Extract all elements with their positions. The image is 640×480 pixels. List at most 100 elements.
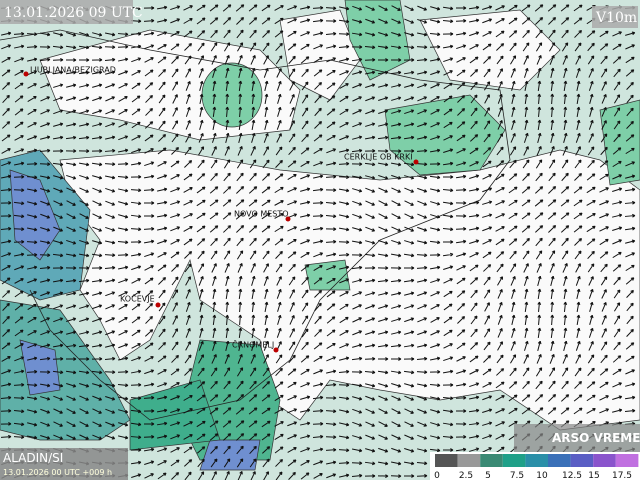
wind-arrow [13,435,25,440]
wind-arrow [300,226,311,231]
wind-arrow [535,237,543,247]
wind-arrow [576,106,581,118]
wind-arrow [105,187,116,193]
wind-arrow [248,420,258,428]
wind-arrow [561,367,569,377]
wind-arrow [14,135,24,141]
wind-arrow [469,369,479,375]
wind-arrow [223,394,232,402]
wind-arrow [301,302,309,312]
wind-arrow [365,187,376,193]
wind-arrow [339,214,350,219]
wind-arrow [251,67,256,78]
wind-arrow [199,314,204,325]
wind-arrow [455,214,467,218]
wind-arrow [156,213,168,218]
wind-arrow [442,422,454,427]
wind-arrow [0,409,12,413]
wind-arrow [338,161,350,166]
wind-arrow [455,382,467,387]
wind-arrow [613,276,621,286]
wind-arrow [210,367,218,377]
wind-arrow [13,409,25,414]
wind-arrow [365,408,375,414]
wind-arrow [157,460,167,466]
wind-arrow [470,315,478,325]
wind-arrow [196,433,206,441]
wind-arrow [66,304,77,309]
wind-arrow [573,212,583,220]
wind-arrow [511,119,516,130]
wind-arrow [574,250,582,260]
wind-arrow [352,278,363,283]
wind-arrow [171,354,179,363]
wind-arrow [456,69,466,77]
wind-arrow [1,174,12,179]
wind-arrow [600,354,608,364]
wind-arrow [403,370,415,375]
wind-arrow [377,266,389,270]
wind-arrow [118,227,129,232]
wind-arrow [92,383,103,388]
wind-arrow [391,18,401,24]
wind-arrow [235,199,245,207]
wind-arrow [391,291,402,296]
wind-arrow [365,200,375,206]
wind-arrow [275,55,283,65]
wind-arrow [92,317,103,323]
wind-arrow [300,408,311,413]
wind-arrow [157,226,168,231]
wind-arrow [196,4,206,12]
wind-arrow [92,421,102,427]
wind-arrow [524,106,529,118]
wind-arrow [118,291,128,297]
wind-arrow [522,380,530,390]
wind-arrow [251,106,256,118]
wind-arrow [442,240,454,244]
wind-arrow [537,80,542,92]
wind-arrow [238,106,243,118]
wind-arrow [171,68,179,78]
wind-arrow [275,42,283,52]
wind-arrow [300,460,310,466]
wind-arrow [236,159,244,169]
wind-arrow [573,4,583,12]
wind-arrow [105,330,116,336]
wind-arrow [66,187,76,193]
wind-arrow [548,172,556,182]
wind-arrow [251,132,256,143]
wind-arrow [470,120,478,130]
wind-arrow [455,227,467,231]
wind-arrow [313,161,324,167]
brand: ARSO VREME [552,431,640,445]
wind-arrow [185,341,191,351]
wind-arrow [338,369,350,374]
wind-arrow [13,227,25,232]
wind-arrow [612,147,622,155]
wind-arrow [52,135,64,140]
wind-arrow [198,354,204,364]
wind-arrow [404,5,414,11]
wind-arrow [118,317,128,323]
wind-arrow [13,31,25,36]
wind-arrow [612,56,622,64]
wind-arrow [364,343,376,348]
wind-arrow [534,4,544,12]
wind-arrow [352,291,363,297]
wind-arrow [79,421,89,427]
wind-arrow [508,225,518,233]
wind-arrow [587,263,595,273]
wind-arrow [288,133,296,143]
wind-arrow [210,445,218,454]
wind-arrow [442,369,454,374]
wind-arrow [549,262,555,273]
wind-arrow [625,252,635,258]
wind-arrow [508,173,518,181]
wind-arrow [482,200,493,205]
wind-arrow [377,370,389,375]
wind-arrow [416,473,428,478]
wind-arrow [235,212,245,220]
wind-arrow [613,302,621,312]
wind-arrow [456,356,466,362]
wind-arrow [225,93,230,105]
